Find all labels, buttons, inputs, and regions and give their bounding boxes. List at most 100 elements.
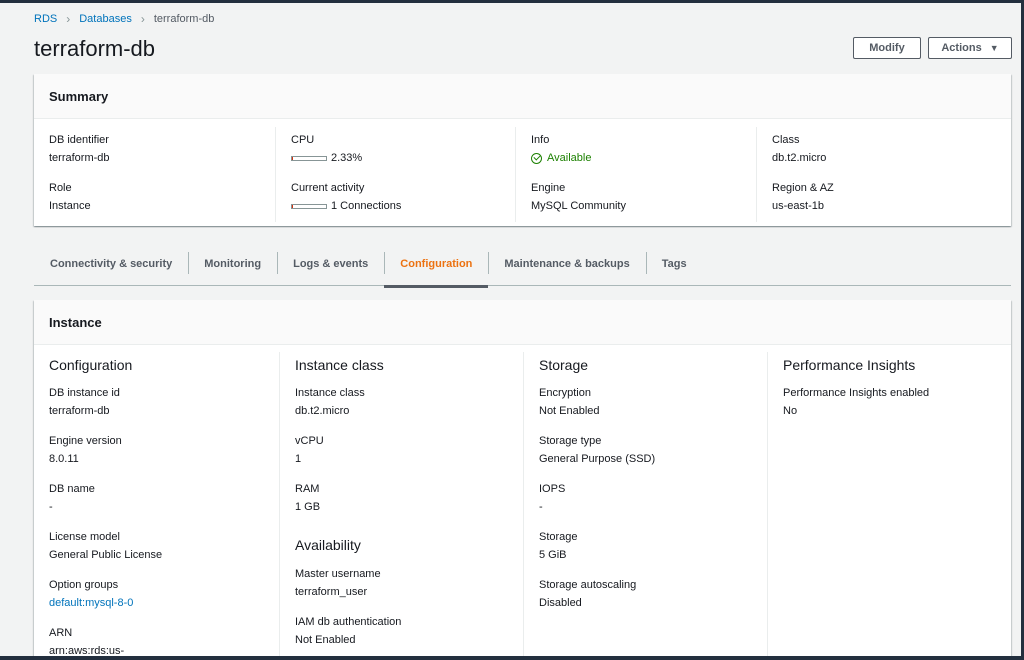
- performance-insights-column: Performance Insights Performance Insight…: [767, 352, 1011, 660]
- tab-configuration[interactable]: Configuration: [384, 242, 489, 288]
- tab-monitoring[interactable]: Monitoring: [188, 242, 277, 286]
- role-label: Role: [49, 182, 72, 194]
- ram-label: RAM: [295, 483, 320, 495]
- performance-insights-item: Performance Insights enabled No: [783, 387, 929, 417]
- vcpu-value: 1: [295, 453, 302, 465]
- detail-tabs: Connectivity & security Monitoring Logs …: [34, 242, 1011, 288]
- top-border: [0, 0, 1024, 3]
- encryption-value: Not Enabled: [539, 405, 600, 417]
- storage-column: Storage Encryption Not Enabled Storage t…: [523, 352, 768, 660]
- storage-type-label: Storage type: [539, 435, 602, 447]
- check-circle-icon: [531, 152, 542, 164]
- cpu-value-row: 2.33%: [291, 152, 362, 164]
- info-value-row: Available: [531, 152, 591, 164]
- configuration-title: Configuration: [49, 357, 133, 373]
- config-item: Option groups default:mysql-8-0: [49, 579, 133, 609]
- summary-info: Info Available: [531, 134, 591, 164]
- summary-class: Class db.t2.micro: [772, 134, 826, 164]
- summary-region-az: Region & AZ us-east-1b: [772, 182, 834, 212]
- instance-class-item: RAM 1 GB: [295, 483, 320, 513]
- db-instance-id-label: DB instance id: [49, 387, 120, 399]
- option-groups-link[interactable]: default:mysql-8-0: [49, 597, 134, 609]
- availability-item: Master username terraform_user: [295, 568, 381, 598]
- connections-gauge: [291, 203, 327, 209]
- iops-value: -: [539, 501, 543, 513]
- instance-class-value: db.t2.micro: [295, 405, 350, 417]
- instance-class-item: vCPU 1: [295, 435, 324, 465]
- storage-item: Storage autoscaling Disabled: [539, 579, 636, 609]
- instance-class-label: Instance class: [295, 387, 365, 399]
- instance-panel: Instance Configuration DB instance id te…: [34, 300, 1011, 660]
- summary-db-identifier: DB identifier terraform-db: [49, 134, 110, 164]
- current-activity-value-row: 1 Connections: [291, 200, 401, 212]
- caret-down-icon: ▼: [989, 43, 999, 53]
- db-identifier-value: terraform-db: [49, 152, 110, 164]
- instance-class-item: Instance class db.t2.micro: [295, 387, 365, 417]
- iam-db-auth-label: IAM db authentication: [295, 616, 402, 628]
- engine-value: MySQL Community: [531, 200, 626, 212]
- config-item: DB instance id terraform-db: [49, 387, 120, 417]
- db-name-value: -: [49, 501, 53, 513]
- summary-column-4: Class db.t2.micro Region & AZ us-east-1b: [756, 127, 996, 222]
- master-username-label: Master username: [295, 568, 381, 580]
- connections-gauge-fill: [292, 204, 294, 208]
- actions-button[interactable]: Actions ▼: [928, 37, 1012, 59]
- tab-logs-events[interactable]: Logs & events: [277, 242, 384, 286]
- summary-panel: Summary DB identifier terraform-db Role …: [34, 74, 1011, 226]
- storage-title: Storage: [539, 357, 589, 373]
- summary-column-1: DB identifier terraform-db Role Instance: [34, 127, 274, 222]
- class-label: Class: [772, 134, 800, 146]
- vcpu-label: vCPU: [295, 435, 324, 447]
- db-identifier-label: DB identifier: [49, 134, 109, 146]
- availability-title: Availability: [295, 537, 361, 553]
- tab-connectivity-security[interactable]: Connectivity & security: [50, 258, 173, 270]
- chevron-right-icon: ›: [66, 12, 71, 26]
- engine-version-label: Engine version: [49, 435, 122, 447]
- iam-db-auth-value: Not Enabled: [295, 634, 356, 646]
- master-username-value: terraform_user: [295, 586, 368, 598]
- iops-label: IOPS: [539, 483, 566, 495]
- storage-autoscaling-label: Storage autoscaling: [539, 579, 637, 591]
- tab-tags[interactable]: Tags: [645, 242, 703, 286]
- db-instance-id-value: terraform-db: [49, 405, 110, 417]
- current-activity-label: Current activity: [291, 182, 365, 194]
- breadcrumb-current: terraform-db: [153, 13, 215, 25]
- engine-version-value: 8.0.11: [49, 453, 79, 465]
- arn-label: ARN: [49, 627, 73, 639]
- summary-role: Role Instance: [49, 182, 91, 212]
- breadcrumb-databases[interactable]: Databases: [79, 13, 132, 25]
- license-model-value: General Public License: [49, 549, 163, 561]
- storage-item: Storage type General Purpose (SSD): [539, 435, 655, 465]
- region-az-value: us-east-1b: [772, 200, 824, 212]
- role-value: Instance: [49, 200, 91, 212]
- config-item: License model General Public License: [49, 531, 162, 561]
- cpu-gauge: [291, 155, 327, 161]
- region-az-label: Region & AZ: [772, 182, 834, 194]
- storage-autoscaling-value: Disabled: [539, 597, 582, 609]
- class-value: db.t2.micro: [772, 152, 827, 164]
- license-model-label: License model: [49, 531, 120, 543]
- breadcrumb-rds[interactable]: RDS: [34, 13, 58, 25]
- summary-column-2: CPU 2.33% Current activity 1 Connections: [275, 127, 515, 222]
- configuration-column: Configuration DB instance id terraform-d…: [34, 352, 279, 660]
- instance-class-title: Instance class: [295, 357, 384, 373]
- modify-button[interactable]: Modify: [853, 37, 921, 59]
- summary-cpu: CPU 2.33%: [291, 134, 362, 164]
- current-activity-value: 1 Connections: [331, 200, 402, 212]
- encryption-label: Encryption: [539, 387, 591, 399]
- summary-header: Summary: [34, 74, 1011, 119]
- db-name-label: DB name: [49, 483, 95, 495]
- tab-maintenance-backups[interactable]: Maintenance & backups: [488, 242, 645, 286]
- config-item: DB name -: [49, 483, 95, 513]
- storage-item: Storage 5 GiB: [539, 531, 578, 561]
- instance-header: Instance: [34, 300, 1011, 345]
- page-title: terraform-db: [34, 36, 156, 61]
- config-item: ARN arn:aws:rds:us-: [49, 627, 124, 657]
- summary-engine: Engine MySQL Community: [531, 182, 626, 212]
- engine-label: Engine: [531, 182, 566, 194]
- status-available: Available: [547, 152, 592, 164]
- performance-insights-enabled-label: Performance Insights enabled: [783, 387, 930, 399]
- storage-type-value: General Purpose (SSD): [539, 453, 656, 465]
- summary-current-activity: Current activity 1 Connections: [291, 182, 401, 212]
- storage-size-value: 5 GiB: [539, 549, 567, 561]
